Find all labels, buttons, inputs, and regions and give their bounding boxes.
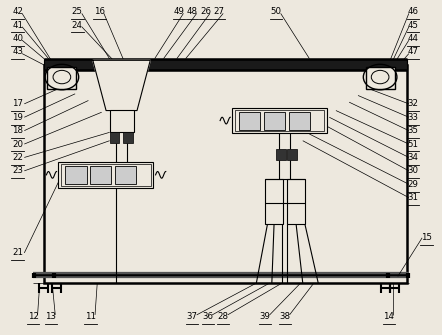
Text: 25: 25 [72,7,83,16]
Text: 51: 51 [408,140,419,148]
Bar [90,166,111,184]
Bar [264,112,285,130]
Text: 37: 37 [187,312,198,321]
Text: 13: 13 [46,312,56,321]
Bar [115,166,136,184]
Text: 12: 12 [28,312,38,321]
Bar [110,110,134,132]
Text: 42: 42 [12,7,23,16]
Text: 28: 28 [218,312,229,321]
Bar [61,164,151,186]
Text: 11: 11 [85,312,96,321]
Bar [287,149,297,160]
Text: 16: 16 [94,7,105,16]
Bar [289,112,310,130]
Text: 18: 18 [12,126,23,135]
Text: 14: 14 [384,312,394,321]
Text: 31: 31 [408,193,419,202]
Bar [276,149,286,160]
Text: 36: 36 [202,312,213,321]
Text: 19: 19 [12,113,23,122]
Bar [47,67,76,89]
Text: 17: 17 [12,99,23,108]
Text: 44: 44 [408,34,419,43]
Text: 33: 33 [408,113,419,122]
Bar [239,112,260,130]
Text: 22: 22 [12,153,23,162]
Text: 47: 47 [408,48,419,56]
Text: 48: 48 [187,7,198,16]
Text: 35: 35 [408,126,419,135]
Text: 20: 20 [12,140,23,148]
Text: 15: 15 [421,233,432,242]
Bar [366,67,395,89]
Bar [265,179,283,224]
Bar [123,132,133,143]
Text: 40: 40 [12,34,23,43]
Text: 38: 38 [280,312,290,321]
Text: 24: 24 [72,21,83,29]
Text: 45: 45 [408,21,419,29]
Text: 43: 43 [12,48,23,56]
Bar [44,59,407,70]
Bar [287,179,305,224]
Text: 41: 41 [12,21,23,29]
Text: 23: 23 [12,166,23,175]
Text: 21: 21 [12,249,23,257]
Bar [232,108,327,133]
Bar [235,110,324,131]
Bar [58,162,153,188]
Bar [44,65,407,283]
Text: 30: 30 [408,166,419,175]
Polygon shape [93,60,150,111]
Text: 34: 34 [408,153,419,162]
Text: 32: 32 [408,99,419,108]
Text: 49: 49 [174,7,184,16]
Text: 46: 46 [408,7,419,16]
Text: 26: 26 [200,7,211,16]
Bar [110,132,119,143]
Text: 50: 50 [271,7,282,16]
Text: 29: 29 [408,180,419,189]
Text: 39: 39 [260,312,271,321]
Bar [65,166,87,184]
Text: 27: 27 [213,7,224,16]
